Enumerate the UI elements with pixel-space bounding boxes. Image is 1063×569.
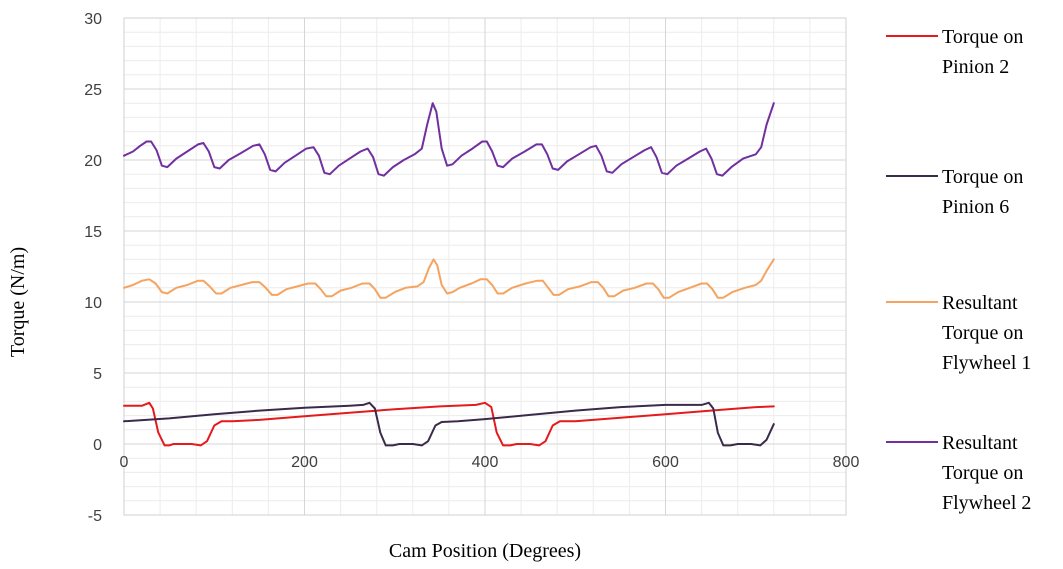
series-line-3: [123, 258, 775, 299]
y-axis-title: Torque (N/m): [7, 247, 29, 357]
x-tick-label: 400: [472, 454, 499, 471]
series-lines: [123, 102, 775, 447]
series-line-2: [123, 401, 775, 447]
y-axis-tick-labels: -5 0 5 10 15 20 25 30: [84, 11, 102, 525]
y-tick-label: 0: [93, 437, 102, 454]
series-line-4: [123, 102, 775, 177]
legend-label-2: Torque on Pinion 6: [942, 166, 1023, 218]
y-tick-label: 5: [93, 366, 102, 383]
legend-label-3: Resultant Torque on Flywheel 1: [942, 292, 1031, 374]
y-tick-label: -5: [88, 508, 102, 525]
legend-label-4: Resultant Torque on Flywheel 2: [942, 432, 1031, 514]
legend: Torque on Pinion 2 Torque on Pinion 6 Result…: [886, 26, 1031, 514]
series-line-1: [123, 401, 775, 447]
x-tick-label: 600: [652, 454, 679, 471]
x-axis-tick-labels: 0 200 400 600 800: [120, 454, 860, 471]
x-tick-label: 800: [833, 454, 860, 471]
x-tick-label: 0: [120, 454, 129, 471]
y-tick-label: 15: [84, 224, 102, 241]
y-tick-label: 25: [84, 82, 102, 99]
y-tick-label: 20: [84, 153, 102, 170]
y-tick-label: 30: [84, 11, 102, 28]
x-tick-label: 200: [291, 454, 318, 471]
plot-area-border: [123, 17, 847, 516]
plot-frame: [123, 17, 847, 516]
x-axis-title: Cam Position (Degrees): [389, 540, 581, 562]
legend-label-1: Torque on Pinion 2: [942, 26, 1023, 78]
y-tick-label: 10: [84, 295, 102, 312]
